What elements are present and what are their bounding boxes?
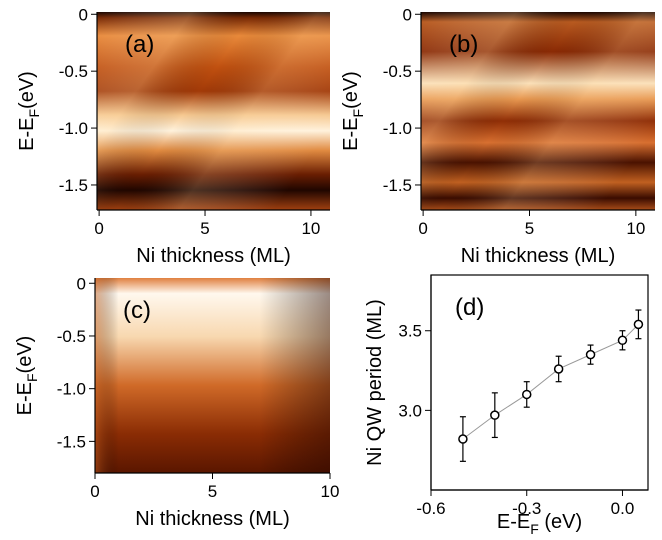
y-tick-label: 0: [403, 5, 412, 24]
y-axis-label: Ni QW period (ML): [364, 299, 386, 466]
y-tick-label: -1.5: [59, 176, 88, 195]
y-axis-label-main: E-E: [16, 118, 38, 151]
panel-label: (b): [449, 31, 478, 58]
x-tick-label: 0: [418, 219, 427, 238]
y-tick-label: -1.0: [59, 119, 88, 138]
y-tick-label: 3.0: [398, 401, 422, 420]
x-tick-label: 5: [208, 482, 217, 501]
x-tick-label: 10: [301, 219, 320, 238]
x-tick-label: 0: [90, 482, 99, 501]
y-tick-label: -1.0: [383, 119, 412, 138]
heatmap-shading: [97, 12, 330, 210]
panel-label: (c): [123, 297, 151, 324]
y-tick-label: 0: [77, 274, 86, 293]
y-tick-label: 0: [79, 5, 88, 24]
y-axis-label-unit: (eV): [340, 71, 362, 109]
y-axis-label: E-EF(eV): [14, 336, 40, 416]
y-axis-label-main: E-E: [340, 118, 362, 151]
x-axis-label: Ni thickness (ML): [136, 245, 290, 267]
x-tick-label: 0: [94, 219, 103, 238]
data-point: [585, 349, 596, 360]
data-point: [490, 410, 500, 420]
y-axis-label-unit: (eV): [16, 71, 38, 109]
y-tick-label: -0.5: [57, 327, 86, 346]
x-axis-label-sub: F: [530, 521, 539, 535]
heatmap-shading: [95, 278, 330, 473]
data-point: [553, 364, 564, 374]
x-tick-label: 5: [200, 219, 209, 238]
x-tick-label: 10: [626, 219, 645, 238]
y-axis-label: E-EF(eV): [16, 71, 42, 151]
y-tick-label: -1.0: [57, 380, 86, 399]
y-axis-label-sub: F: [350, 109, 366, 118]
y-tick-label: -0.5: [383, 62, 412, 81]
x-tick-label: 5: [525, 219, 534, 238]
y-axis-label-sub: F: [24, 373, 40, 382]
data-point: [458, 434, 468, 444]
x-axis-label-unit: (eV): [539, 511, 582, 533]
x-tick-label: -0.6: [416, 499, 445, 518]
y-axis-label-sub: F: [26, 109, 42, 118]
y-axis-label: E-EF(eV): [340, 71, 366, 151]
y-tick-label: -1.5: [57, 432, 86, 451]
x-tick-label: 0.0: [611, 499, 635, 518]
data-point: [617, 335, 628, 346]
data-point: [521, 389, 532, 400]
panel-label: (a): [125, 31, 154, 58]
x-axis-label-main: E-E: [497, 511, 530, 533]
x-tick-label: -0.3: [512, 499, 541, 518]
y-tick-label: 3.5: [398, 322, 422, 341]
y-tick-label: -1.5: [383, 176, 412, 195]
y-axis-label-unit: (eV): [14, 336, 36, 374]
y-tick-label: -0.5: [59, 62, 88, 81]
series-line: [462, 324, 639, 440]
x-axis-label: E-EF (eV): [497, 511, 582, 535]
heatmap-shading: [421, 12, 655, 210]
x-tick-label: 10: [321, 482, 340, 501]
x-axis-label: Ni thickness (ML): [461, 245, 615, 267]
panel-label: (d): [455, 294, 484, 321]
data-point: [633, 319, 644, 330]
y-axis-label-main: E-E: [14, 382, 36, 415]
x-axis-label: Ni thickness (ML): [135, 508, 289, 530]
